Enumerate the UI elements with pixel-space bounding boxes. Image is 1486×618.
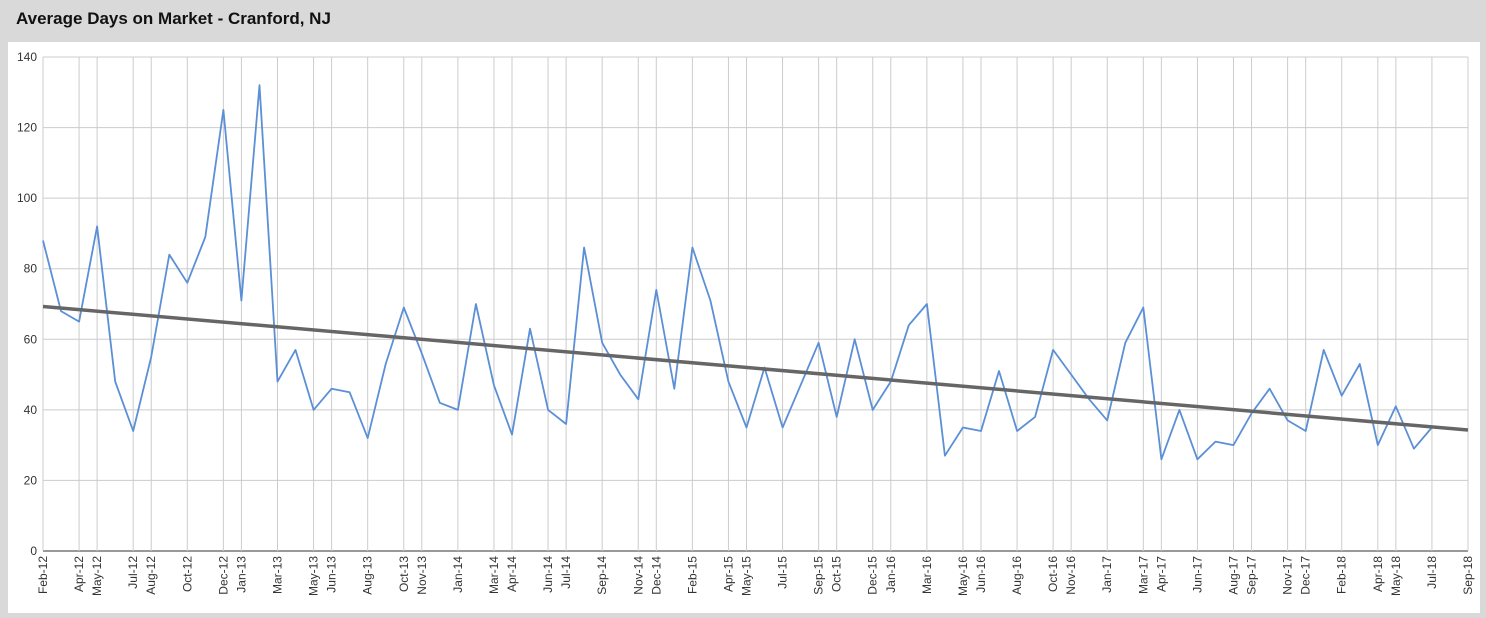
x-tick-label: May-18: [1389, 556, 1403, 596]
data-line: [42, 84, 1433, 461]
x-tick-label: Oct-16: [1046, 556, 1060, 592]
x-tick-label: Dec-17: [1299, 556, 1313, 595]
x-tick-label: Dec-15: [866, 556, 880, 595]
x-tick-label: Jun-17: [1190, 556, 1204, 593]
x-tick-label: Apr-17: [1154, 556, 1168, 592]
x-tick-label: Jun-13: [325, 556, 339, 593]
x-tick-label: Sep-17: [1245, 556, 1259, 595]
x-tick-label: Dec-12: [216, 556, 230, 595]
x-tick-label: Oct-15: [830, 556, 844, 592]
x-tick-label: Sep-15: [812, 556, 826, 595]
x-tick-label: Oct-13: [397, 556, 411, 592]
x-tick-label: Feb-15: [685, 556, 699, 594]
x-tick-label: Jul-18: [1425, 556, 1439, 589]
x-tick-label: Jan-13: [234, 556, 248, 593]
x-tick-label: May-16: [956, 556, 970, 596]
x-tick-label: May-12: [90, 556, 104, 596]
x-tick-label: Nov-16: [1064, 556, 1078, 595]
x-tick-label: Feb-12: [36, 556, 50, 594]
y-tick-label: 80: [24, 262, 38, 276]
x-tick-label: Sep-18: [1461, 556, 1475, 595]
y-tick-label: 40: [24, 403, 38, 417]
x-tick-label: Sep-14: [595, 556, 609, 595]
x-tick-label: Mar-14: [487, 556, 501, 594]
x-tick-label: Aug-17: [1227, 556, 1241, 595]
chart-title: Average Days on Market - Cranford, NJ: [16, 9, 331, 28]
x-tick-label: Apr-12: [72, 556, 86, 592]
y-tick-label: 140: [17, 50, 37, 64]
x-tick-label: May-13: [307, 556, 321, 596]
x-tick-label: Jun-14: [541, 556, 555, 593]
x-tick-label: Jul-15: [776, 556, 790, 589]
y-tick-label: 100: [17, 191, 37, 205]
trend-line: [42, 304, 1469, 432]
y-tick-label: 60: [24, 332, 38, 346]
y-tick-label: 0: [30, 544, 37, 558]
x-tick-label: Oct-12: [180, 556, 194, 592]
x-tick-label: Jun-16: [974, 556, 988, 593]
y-tick-label: 120: [17, 121, 37, 135]
x-tick-label: Jan-14: [451, 556, 465, 593]
x-tick-label: Apr-14: [505, 556, 519, 592]
x-tick-label: Jul-12: [126, 556, 140, 589]
x-tick-label: Nov-14: [631, 556, 645, 595]
x-tick-label: Aug-13: [361, 556, 375, 595]
y-tick-label: 20: [24, 473, 38, 487]
x-tick-label: Aug-16: [1010, 556, 1024, 595]
x-tick-label: Apr-15: [721, 556, 735, 592]
x-tick-label: Mar-17: [1136, 556, 1150, 594]
x-tick-label: Mar-16: [920, 556, 934, 594]
x-tick-label: May-15: [739, 556, 753, 596]
x-tick-label: Aug-12: [144, 556, 158, 595]
x-tick-label: Dec-14: [649, 556, 663, 595]
x-tick-label: Apr-18: [1371, 556, 1385, 592]
x-tick-label: Jan-16: [884, 556, 898, 593]
x-tick-label: Nov-13: [415, 556, 429, 595]
x-tick-label: Jul-14: [559, 556, 573, 589]
x-tick-label: Mar-13: [270, 556, 284, 594]
plot-panel: [8, 42, 1480, 613]
x-tick-label: Feb-18: [1335, 556, 1349, 594]
x-tick-label: Nov-17: [1281, 556, 1295, 595]
x-tick-label: Jan-17: [1100, 556, 1114, 593]
